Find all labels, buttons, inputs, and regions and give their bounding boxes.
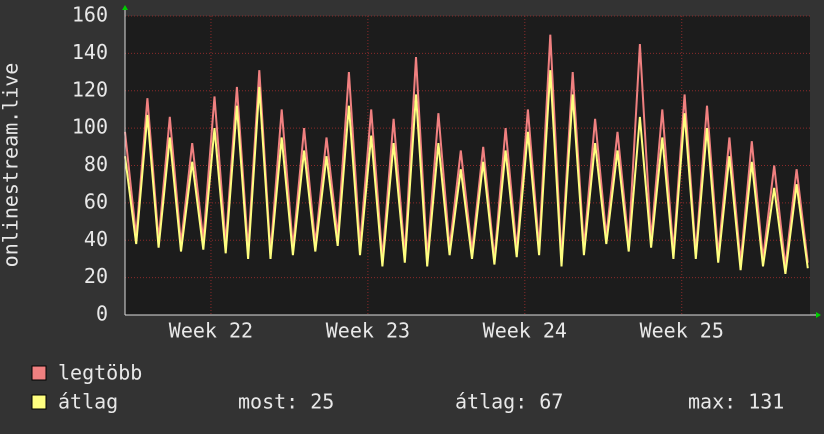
legend-label: legtöbb (58, 361, 142, 385)
y-tick-label: 100 (72, 115, 108, 139)
x-tick-label: Week 23 (326, 319, 410, 343)
y-tick-label: 60 (84, 189, 108, 213)
legend-swatch (31, 365, 47, 381)
legend-stat: most: 25 (238, 390, 334, 414)
legend-stat: max: 131 (688, 390, 784, 414)
axis-arrow (816, 312, 821, 318)
legend-stat: átlag: 67 (455, 390, 563, 414)
y-tick-label: 140 (72, 40, 108, 64)
legend-label: átlag (58, 390, 118, 414)
legend-swatch (31, 394, 47, 410)
x-tick-label: Week 22 (169, 319, 253, 343)
y-tick-label: 80 (84, 152, 108, 176)
y-tick-label: 160 (72, 3, 108, 27)
line-series (124, 70, 809, 275)
y-tick-label: 20 (84, 264, 108, 288)
y-tick-label: 40 (84, 227, 108, 251)
y-axis-label: onlinestream.live (0, 63, 23, 268)
axis-arrow (122, 5, 128, 10)
x-tick-label: Week 25 (640, 319, 724, 343)
y-tick-label: 120 (72, 77, 108, 101)
y-tick-label: 0 (96, 302, 108, 326)
x-tick-label: Week 24 (483, 319, 567, 343)
